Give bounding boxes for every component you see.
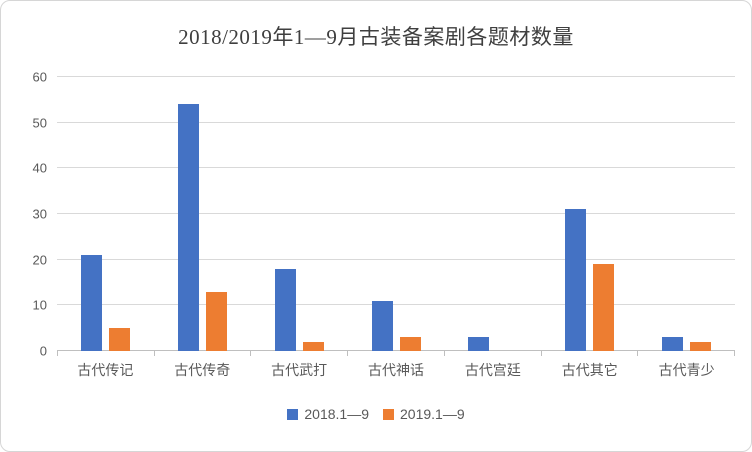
bar-2018.1—9 xyxy=(371,300,393,351)
category-group xyxy=(57,77,154,351)
legend-label: 2018.1—9 xyxy=(304,406,369,422)
x-axis-ticks xyxy=(57,351,736,356)
bar-2019.1—9 xyxy=(205,291,227,351)
gridline xyxy=(57,121,735,123)
x-axis-category-label: 古代神话 xyxy=(368,362,424,378)
bar-2019.1—9 xyxy=(108,328,130,351)
bar-2019.1—9 xyxy=(593,264,615,351)
legend-label: 2019.1—9 xyxy=(400,406,465,422)
bar-2018.1—9 xyxy=(177,104,199,351)
x-axis-tick xyxy=(57,351,154,356)
category-group xyxy=(541,77,638,351)
gridline xyxy=(57,304,735,306)
bar-2018.1—9 xyxy=(274,268,296,351)
y-axis-tick-label: 50 xyxy=(32,115,47,131)
gridline xyxy=(57,76,735,77)
plot-area: 0 10 20 30 40 50 60 xyxy=(33,70,735,359)
category-group xyxy=(251,77,348,351)
y-axis-tick-label: 0 xyxy=(39,343,47,359)
x-axis-tick xyxy=(347,351,444,356)
x-axis-labels: 古代传记 古代传奇 古代武打 古代神话 古代宫廷 古代其它 古代青少 xyxy=(57,360,735,380)
y-axis-tick-label: 30 xyxy=(32,206,47,222)
x-axis-category-label: 古代武打 xyxy=(271,362,328,378)
legend-swatch-icon xyxy=(383,408,394,420)
gridline xyxy=(57,213,735,214)
x-axis-tick xyxy=(540,351,638,356)
bar-2019.1—9 xyxy=(690,341,712,351)
bar-2019.1—9 xyxy=(302,341,324,351)
x-axis-category-label: 古代传奇 xyxy=(174,362,231,378)
x-axis-tick xyxy=(637,351,736,356)
chart-legend: 2018.1—9 2019.1—9 xyxy=(1,406,751,422)
x-axis-tick xyxy=(250,351,347,356)
bar-2018.1—9 xyxy=(565,209,587,351)
category-group xyxy=(348,77,445,351)
y-axis-tick-label: 10 xyxy=(32,297,47,313)
gridline xyxy=(57,167,735,169)
chart-title: 2018/2019年1—9月古装备案剧各题材数量 xyxy=(178,25,574,49)
bar-2018.1—9 xyxy=(468,337,490,351)
category-group xyxy=(638,77,735,351)
bar-2019.1—9 xyxy=(399,337,421,351)
y-axis-tick-label: 20 xyxy=(32,252,47,268)
category-group xyxy=(154,77,251,351)
legend-item: 2019.1—9 xyxy=(383,406,465,422)
x-axis-category-label: 古代其它 xyxy=(561,362,618,378)
bar-2018.1—9 xyxy=(80,255,102,351)
legend-item: 2018.1—9 xyxy=(287,406,369,422)
legend-swatch-icon xyxy=(287,408,299,420)
bar-2018.1—9 xyxy=(662,337,684,351)
y-axis-tick-label: 60 xyxy=(32,69,47,85)
x-axis-tick xyxy=(153,351,251,356)
x-axis-line xyxy=(57,350,735,351)
x-axis-category-label: 古代传记 xyxy=(77,362,134,378)
y-axis-tick-label: 40 xyxy=(32,160,47,176)
gridline xyxy=(57,258,735,260)
x-axis-category-label: 古代青少 xyxy=(658,362,715,378)
x-axis-tick xyxy=(443,351,541,356)
category-group xyxy=(444,77,541,351)
x-axis-category-label: 古代宫廷 xyxy=(464,362,521,378)
bar-groups xyxy=(57,77,735,351)
